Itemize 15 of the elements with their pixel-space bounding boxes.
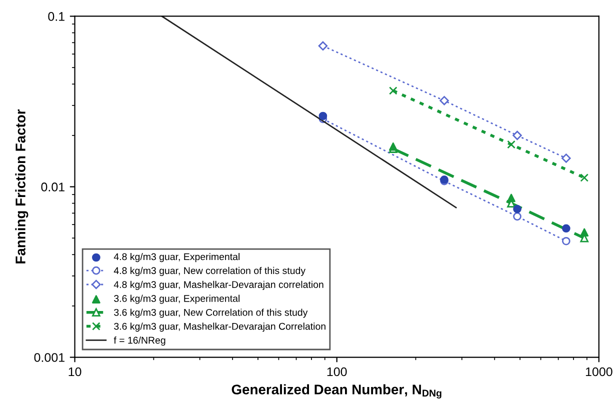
x-tick-label: 10 <box>68 367 82 376</box>
legend-label: f = 16/NReg <box>114 336 166 346</box>
x-axis-title: Generalized Dean Number, N$_{DNg}$ <box>232 384 442 399</box>
y-axis-title: Fanning Friction Factor <box>15 109 28 264</box>
legend-label: 4.8 kg/m3 guar, New correlation of this study <box>114 266 306 276</box>
y-tick-label: 0.001 <box>34 353 64 362</box>
legend-label: 3.6 kg/m3 guar, Mashelkar-Devarajan Correlation <box>114 322 326 332</box>
y-tick-label: 0.01 <box>41 182 64 192</box>
x-tick-label: 1000 <box>586 367 612 376</box>
legend-label: 3.6 kg/m3 guar, New Correlation of this study <box>114 308 308 318</box>
legend-label: 4.8 kg/m3 guar, Experimental <box>114 253 240 262</box>
legend-label: 3.6 kg/m3 guar, Experimental <box>114 294 240 304</box>
x-tick-label: 100 <box>327 367 347 376</box>
y-tick-label: 0.1 <box>48 12 64 21</box>
legend-label: 4.8 kg/m3 guar, Mashelkar-Devarajan correlation <box>114 280 324 290</box>
